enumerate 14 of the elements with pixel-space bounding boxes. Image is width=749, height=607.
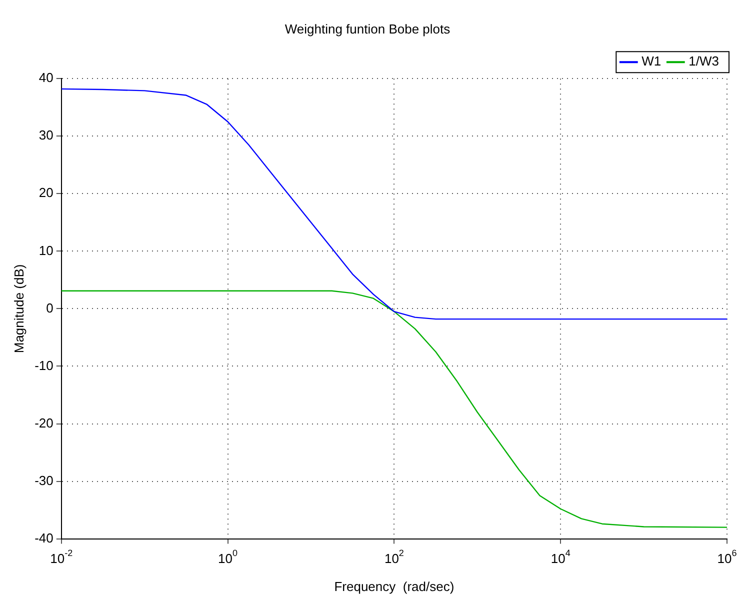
legend-label: 1/W3 — [688, 54, 719, 69]
y-tick-label: -10 — [34, 358, 54, 373]
y-tick-label: 40 — [38, 70, 54, 86]
y-tick-label: 0 — [46, 300, 54, 316]
chart-title: Weighting funtion Bobe plots — [284, 21, 451, 36]
y-tick-label: -40 — [34, 530, 54, 546]
x-axis-title: Frequency (rad/sec) — [334, 578, 454, 594]
y-axis-title: Magnitude (dB) — [11, 264, 26, 354]
y-tick-label: -30 — [34, 472, 54, 488]
y-tick-label: 30 — [38, 128, 54, 143]
y-tick-label: -20 — [34, 415, 54, 430]
legend-label: W1 — [642, 54, 662, 69]
y-tick-label: 20 — [38, 185, 54, 200]
y-tick-label: 10 — [38, 242, 54, 258]
